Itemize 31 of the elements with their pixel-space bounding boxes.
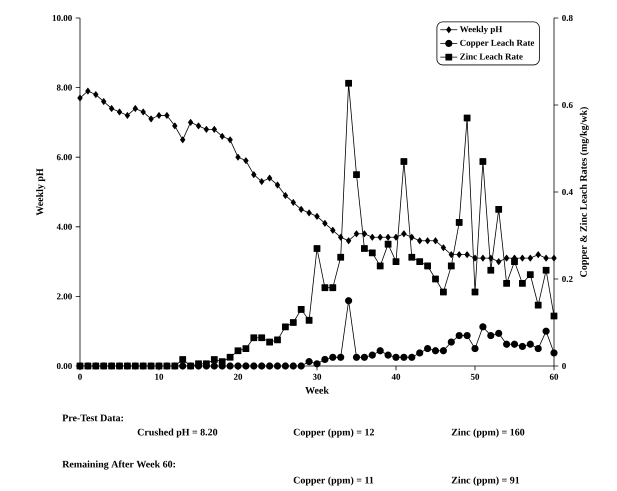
y-tick-label: 4.00 <box>56 224 72 230</box>
y2-tick-label: 0.2 <box>562 276 573 282</box>
y-tick-label: 10.00 <box>52 14 72 22</box>
text: Remaining After Week 60: <box>62 460 176 470</box>
x-tick-label: 50 <box>470 374 480 380</box>
x-tick-label: 10 <box>155 374 164 380</box>
y2-tick-label: 0.6 <box>562 102 573 108</box>
text: Copper (ppm) = 11 <box>294 476 374 486</box>
x-axis-title: Week <box>305 386 329 394</box>
y-tick-label: 0.00 <box>56 362 72 370</box>
x-tick-label: 40 <box>392 374 400 380</box>
y-axis-title: Weekly pH <box>36 168 46 216</box>
y2-axis-title: Copper & Zinc Leach Rates (mg/kg/wk) <box>580 107 589 277</box>
text: Crushed pH = 8.20 <box>138 428 218 438</box>
legend-label: Weekly pH <box>460 26 502 34</box>
y-tick-label: 6.00 <box>56 154 72 160</box>
text: Copper (ppm) = 12 <box>294 428 374 438</box>
text: Zinc (ppm) = 160 <box>452 428 524 438</box>
y-tick-label: 2.00 <box>56 293 72 300</box>
x-tick-label: 30 <box>312 374 322 380</box>
x-tick-label: 60 <box>550 374 558 380</box>
x-tick-label: 0 <box>78 374 82 380</box>
y2-tick-label: 0 <box>562 362 566 370</box>
x-tick-label: 20 <box>234 374 242 380</box>
y2-tick-label: 0.8 <box>562 14 573 22</box>
y-tick-label: 8.00 <box>56 84 72 91</box>
legend-label: Copper Leach Rate <box>460 40 534 48</box>
text: Zinc (ppm) = 91 <box>452 476 520 486</box>
legend-label: Zinc Leach Rate <box>460 53 523 60</box>
text: Pre-Test Data: <box>62 414 124 422</box>
y2-tick-label: 0.4 <box>562 188 573 196</box>
